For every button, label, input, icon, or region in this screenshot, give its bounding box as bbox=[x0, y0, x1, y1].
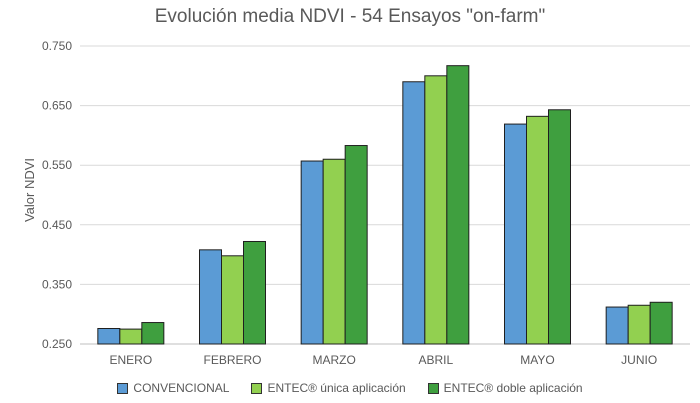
legend-item: ENTEC® única aplicación bbox=[251, 381, 406, 395]
grid-lines bbox=[80, 45, 690, 345]
bar-mayo-series-1 bbox=[526, 115, 549, 345]
x-tick-label: MARZO bbox=[312, 353, 355, 367]
bar-febrero-series-2 bbox=[243, 240, 266, 345]
bar-enero-series-1 bbox=[119, 328, 143, 345]
legend-label: CONVENCIONAL bbox=[133, 381, 230, 395]
legend-label: ENTEC® doble aplicación bbox=[443, 381, 583, 395]
x-tick-label: JUNIO bbox=[621, 353, 657, 367]
legend-swatch bbox=[427, 382, 439, 394]
bar-junio-series-0 bbox=[605, 306, 629, 345]
x-tick-label: FEBRERO bbox=[203, 353, 261, 367]
chart-title: Evolución media NDVI - 54 Ensayos "on-fa… bbox=[154, 6, 546, 27]
bar-marzo-series-2 bbox=[344, 145, 368, 345]
legend-item: ENTEC® doble aplicación bbox=[427, 381, 583, 395]
bar-enero-series-2 bbox=[141, 322, 165, 345]
legend-item: CONVENCIONAL bbox=[117, 381, 229, 395]
bar-febrero-series-0 bbox=[199, 249, 222, 345]
bar-junio-series-2 bbox=[649, 301, 673, 345]
legend: CONVENCIONAL ENTEC® única aplicación ENTEC… bbox=[0, 381, 700, 395]
bar-marzo-series-0 bbox=[300, 160, 324, 345]
y-axis-ticks: 0.250 0.350 0.450 0.550 0.650 0.750 bbox=[42, 39, 72, 351]
y-tick-label: 0.450 bbox=[42, 218, 72, 232]
bar-abril-series-1 bbox=[424, 75, 448, 345]
bar-junio-series-1 bbox=[627, 304, 651, 345]
x-tick-label: ABRIL bbox=[418, 353, 453, 367]
legend-swatch bbox=[251, 382, 263, 394]
bar-marzo-series-1 bbox=[322, 158, 346, 345]
bar-abril-series-0 bbox=[402, 81, 426, 345]
bar-mayo-series-0 bbox=[504, 123, 527, 345]
x-tick-label: ENERO bbox=[109, 353, 152, 367]
bars bbox=[97, 65, 673, 345]
bar-febrero-series-1 bbox=[221, 255, 244, 345]
y-tick-label: 0.350 bbox=[42, 277, 72, 291]
x-axis-ticks: ENERO FEBRERO MARZO ABRIL MAYO JUNIO bbox=[109, 353, 657, 367]
legend-swatch bbox=[117, 382, 129, 394]
y-tick-label: 0.550 bbox=[42, 158, 72, 172]
y-tick-label: 0.750 bbox=[42, 39, 72, 53]
bar-mayo-series-2 bbox=[548, 109, 571, 345]
x-tick-label: MAYO bbox=[520, 353, 554, 367]
y-tick-label: 0.650 bbox=[42, 99, 72, 113]
bar-enero-series-0 bbox=[97, 328, 121, 345]
y-axis-title: Valor NDVI bbox=[22, 158, 37, 222]
legend-label: ENTEC® única aplicación bbox=[267, 381, 406, 395]
y-tick-label: 0.250 bbox=[42, 337, 72, 351]
bar-abril-series-2 bbox=[446, 65, 470, 345]
